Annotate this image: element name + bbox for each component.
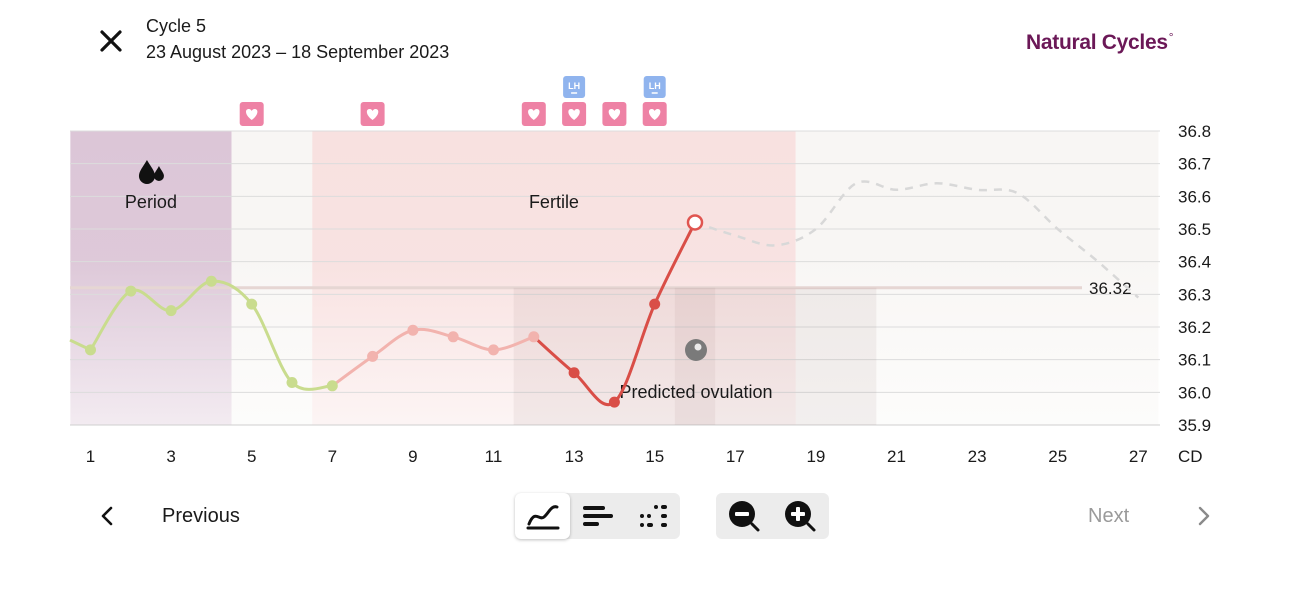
- brand-name: Natural Cycles: [1026, 31, 1168, 54]
- drop-small: [153, 166, 164, 181]
- next-cycle-button[interactable]: Next: [1088, 496, 1215, 536]
- data-point: [488, 344, 499, 356]
- cycle-title: Cycle 5: [146, 16, 207, 36]
- temperature-chart: 36.32 Period Fertile Predicted ovulation LH…: [69, 76, 1211, 466]
- x-tick-label: 17: [726, 447, 745, 466]
- region-fertile: [312, 131, 796, 425]
- x-tick-label: 19: [806, 447, 825, 466]
- region-infertile: [231, 131, 313, 425]
- x-tick-label: 21: [887, 447, 906, 466]
- x-tick-label: 3: [166, 447, 175, 466]
- data-point: [407, 324, 419, 336]
- prediction-line: [694, 180, 1140, 299]
- lh-badge-bg: [563, 76, 586, 98]
- x-tick-label: 15: [645, 447, 664, 466]
- y-tick-label: 36.2: [1178, 318, 1211, 337]
- heart-icon: [568, 109, 580, 120]
- close-icon: [100, 30, 122, 52]
- x-tick-label: 25: [1048, 447, 1067, 466]
- data-point: [649, 298, 661, 310]
- data-point: [246, 298, 258, 310]
- lh-badge-label: LH: [649, 81, 661, 91]
- data-point: [165, 305, 177, 317]
- data-point: [447, 331, 459, 343]
- brand-mark: °: [1168, 30, 1174, 44]
- data-point: [568, 367, 580, 379]
- y-tick-label: 36.3: [1178, 285, 1211, 304]
- region-label-fertile: Fertile: [529, 192, 579, 212]
- data-point: [125, 285, 137, 297]
- data-point: [205, 275, 217, 287]
- zoom-in-button[interactable]: [772, 493, 828, 539]
- x-tick-label: 9: [408, 447, 417, 466]
- dots-view-button[interactable]: [625, 493, 680, 539]
- zoom-out-button[interactable]: [716, 493, 772, 539]
- sex-marker-heart-icon: [239, 102, 264, 126]
- zoom-in-icon: [785, 501, 816, 532]
- dots-view-icon: [639, 505, 667, 527]
- series-line-fertile-late: [532, 220, 697, 406]
- graph-view-icon: [526, 505, 559, 530]
- chevron-right-icon: [1198, 506, 1210, 526]
- sex-marker-heart-icon: [602, 102, 627, 126]
- heart-icon: [528, 109, 540, 120]
- x-tick-label: 11: [485, 447, 503, 466]
- graph-view-button[interactable]: [515, 493, 570, 539]
- view-mode-toggle: [515, 493, 680, 539]
- ovulation-egg-icon: [685, 339, 707, 361]
- cycle-dates: 23 August 2023 – 18 September 2023: [146, 42, 450, 62]
- next-label: Next: [1088, 504, 1130, 527]
- cover-line-label: 36.32: [1089, 279, 1132, 298]
- data-point: [85, 344, 96, 356]
- lh-marker-badge: LH: [643, 76, 666, 98]
- data-point: [326, 380, 338, 392]
- lh-marker-badge: LH: [563, 76, 586, 98]
- y-tick-label: 36.0: [1178, 383, 1211, 402]
- x-tick-label: 1: [86, 447, 95, 466]
- y-tick-label: 36.8: [1178, 122, 1211, 141]
- x-tick-label: 5: [247, 447, 256, 466]
- y-tick-label: 36.7: [1178, 155, 1211, 174]
- lh-badge-bg: [643, 76, 666, 98]
- list-view-button[interactable]: [570, 493, 625, 539]
- chevron-left-icon: [101, 506, 113, 526]
- sex-marker-heart-icon: [521, 102, 546, 126]
- sex-marker-heart-icon: [562, 102, 587, 126]
- heart-icon: [608, 109, 621, 120]
- y-tick-label: 36.6: [1178, 187, 1211, 206]
- data-point: [367, 350, 379, 362]
- heart-icon: [245, 109, 258, 120]
- heart-icon: [366, 109, 379, 120]
- sex-marker-heart-icon: [360, 102, 385, 126]
- data-point-open: [686, 214, 704, 231]
- y-tick-label: 36.1: [1178, 351, 1211, 370]
- ovulation-label: Predicted ovulation: [619, 382, 772, 402]
- list-view-icon: [582, 506, 613, 526]
- brand-logo: Natural Cycles°: [1026, 30, 1173, 55]
- period-drops-icon: [138, 160, 164, 184]
- previous-label: Previous: [162, 504, 240, 527]
- zoom-out-icon: [729, 501, 760, 532]
- drop-large: [138, 160, 155, 184]
- data-point: [528, 331, 540, 343]
- close-button[interactable]: [96, 26, 126, 56]
- x-tick-label: 7: [328, 447, 337, 466]
- heart-icon: [648, 109, 661, 120]
- x-tick-label: 13: [565, 447, 584, 466]
- region-label-period: Period: [125, 192, 177, 212]
- y-tick-label: 36.5: [1178, 220, 1211, 239]
- sex-marker-heart-icon: [642, 102, 667, 126]
- data-point: [608, 396, 620, 408]
- data-point: [286, 377, 298, 389]
- lh-badge-label: LH: [568, 81, 580, 91]
- y-tick-label: 36.4: [1178, 253, 1211, 272]
- x-tick-label: 27: [1129, 447, 1148, 466]
- zoom-controls: [716, 493, 829, 539]
- y-tick-label: 35.9: [1178, 416, 1211, 435]
- previous-cycle-button[interactable]: Previous: [96, 496, 240, 536]
- x-axis-label: CD: [1178, 447, 1203, 466]
- x-tick-label: 23: [968, 447, 987, 466]
- region-infertile: [795, 131, 1159, 425]
- ovulation-egg-highlight: [694, 343, 702, 351]
